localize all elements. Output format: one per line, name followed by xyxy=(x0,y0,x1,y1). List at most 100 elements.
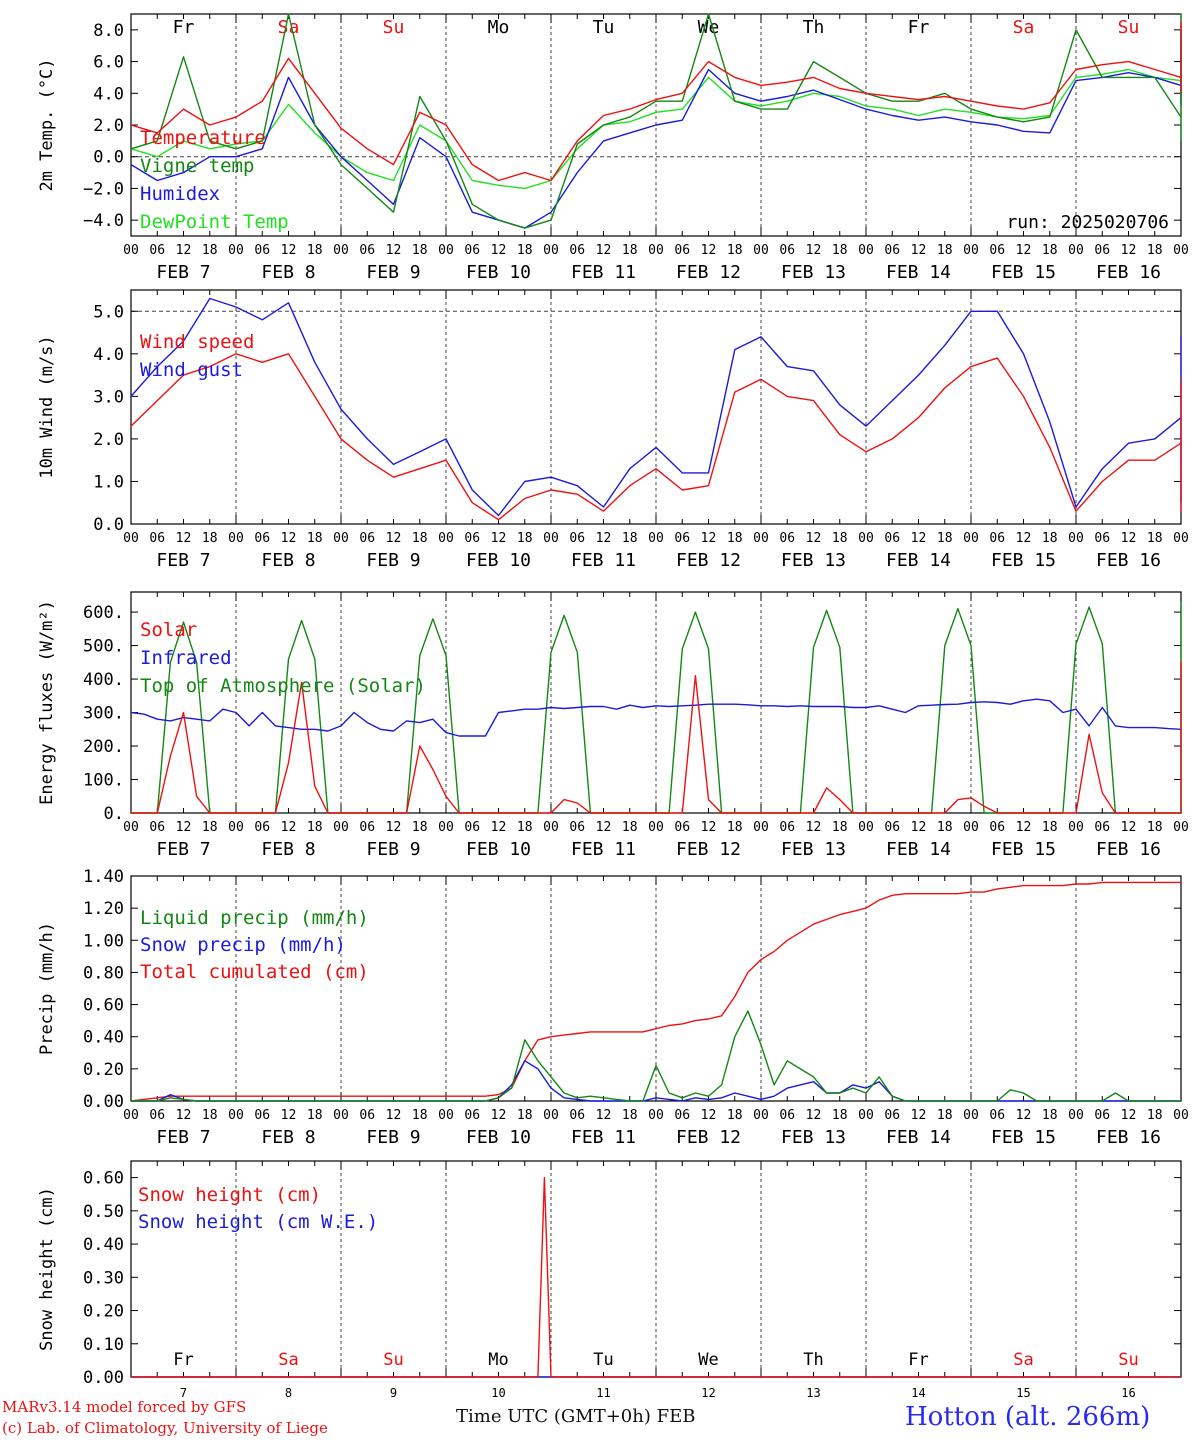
panel5-ytick-label: 0.20 xyxy=(83,1302,124,1322)
panel4-hour-label: 06 xyxy=(359,1108,375,1123)
panel2-hour-label: 06 xyxy=(569,531,585,546)
panel2-hour-label: 06 xyxy=(1094,531,1110,546)
day-number: 13 xyxy=(806,1386,820,1400)
panel3-hour-label: 00 xyxy=(1068,820,1084,835)
panel3-hour-label: 06 xyxy=(989,820,1005,835)
day-name-bottom: Su xyxy=(1118,1350,1138,1370)
day-name-top: Fr xyxy=(173,17,195,38)
panel4-hour-label: 12 xyxy=(281,1108,297,1123)
panel4-hour-label: 12 xyxy=(1016,1108,1032,1123)
panel4-legend-item: Total cumulated (cm) xyxy=(140,961,369,983)
day-name-top: Tu xyxy=(593,17,615,38)
panel2-hour-label: 00 xyxy=(333,531,349,546)
panel2-ytick-label: 5.0 xyxy=(93,302,124,322)
day-number: 11 xyxy=(596,1386,610,1400)
panel4-date-label: FEB 10 xyxy=(466,1127,531,1148)
panel1-hour-label: 18 xyxy=(1042,243,1058,258)
panel3-hour-label: 00 xyxy=(858,820,874,835)
panel3-hour-label: 00 xyxy=(333,820,349,835)
day-name-top: Sa xyxy=(278,17,300,38)
panel2-hour-label: 00 xyxy=(1173,531,1189,546)
panel1-run-annotation: run: 2025020706 xyxy=(1006,212,1169,233)
panel1-hour-label: 18 xyxy=(622,243,638,258)
panel2-ylabel: 10m Wind (m/s) xyxy=(37,335,57,478)
month-label: FEB xyxy=(656,1406,696,1427)
panel1-hour-label: 06 xyxy=(884,243,900,258)
panel2-date-label: FEB 11 xyxy=(571,550,636,571)
panel2-hour-label: 18 xyxy=(307,531,323,546)
panel2-hour-label: 18 xyxy=(832,531,848,546)
panel1-date-label: FEB 14 xyxy=(886,262,951,283)
panel3-hour-label: 12 xyxy=(386,820,402,835)
panel4-hour-label: 12 xyxy=(806,1108,822,1123)
panel1-date-label: FEB 9 xyxy=(366,262,420,283)
panel3-date-label: FEB 16 xyxy=(1096,839,1161,860)
panel3-hour-label: 12 xyxy=(911,820,927,835)
panel3-hour-label: 06 xyxy=(569,820,585,835)
panel4-ytick-label: 0.40 xyxy=(83,1028,124,1048)
panel1-hour-label: 06 xyxy=(1094,243,1110,258)
panel2-ytick-label: 1.0 xyxy=(93,472,124,492)
day-number: 10 xyxy=(491,1386,505,1400)
panel1-legend-item: Humidex xyxy=(140,183,220,205)
panel2-hour-label: 06 xyxy=(149,531,165,546)
panel1-hour-label: 18 xyxy=(202,243,218,258)
panel1-hour-label: 18 xyxy=(1147,243,1163,258)
day-number: 14 xyxy=(911,1386,925,1400)
day-name-top: Th xyxy=(803,17,825,38)
panel1-date-label: FEB 8 xyxy=(261,262,315,283)
panel2-hour-label: 06 xyxy=(989,531,1005,546)
panel1-hour-label: 06 xyxy=(674,243,690,258)
panel3-ytick-label: 300. xyxy=(83,704,124,724)
panel2-hour-label: 18 xyxy=(1147,531,1163,546)
panel1-hour-label: 12 xyxy=(806,243,822,258)
panel2-hour-label: 12 xyxy=(806,531,822,546)
panel3-hour-label: 06 xyxy=(359,820,375,835)
station-name: Hotton (alt. 266m) xyxy=(905,1402,1151,1432)
panel1-hour-label: 06 xyxy=(254,243,270,258)
panel4-hour-label: 00 xyxy=(543,1108,559,1123)
panel3-hour-label: 18 xyxy=(1147,820,1163,835)
day-number: 16 xyxy=(1121,1386,1135,1400)
panel1-legend-item: Vigne temp xyxy=(140,155,254,177)
panel3-date-label: FEB 13 xyxy=(781,839,846,860)
panel2-hour-label: 12 xyxy=(281,531,297,546)
panel2-date-label: FEB 13 xyxy=(781,550,846,571)
panel2-hour-label: 00 xyxy=(1068,531,1084,546)
panel4-legend-item: Snow precip (mm/h) xyxy=(140,934,346,956)
panel1-hour-label: 00 xyxy=(963,243,979,258)
panel3-line-solar xyxy=(131,661,1182,814)
panel3-date-label: FEB 8 xyxy=(261,839,315,860)
panel4-ytick-label: 1.00 xyxy=(83,931,124,951)
panel3-legend-item: Infrared xyxy=(140,647,232,669)
panel3-hour-label: 18 xyxy=(307,820,323,835)
panel1-hour-label: 12 xyxy=(386,243,402,258)
day-name-bottom: Tu xyxy=(593,1350,613,1370)
panel5-ytick-label: 0.30 xyxy=(83,1268,124,1288)
panel4-hour-label: 12 xyxy=(701,1108,717,1123)
panel3-hour-label: 00 xyxy=(543,820,559,835)
panel1-hour-label: 00 xyxy=(228,243,244,258)
panel2-date-label: FEB 8 xyxy=(261,550,315,571)
panel3-date-label: FEB 7 xyxy=(156,839,210,860)
panel4-hour-label: 12 xyxy=(491,1108,507,1123)
panel2-hour-label: 18 xyxy=(727,531,743,546)
panel4-date-label: FEB 12 xyxy=(676,1127,741,1148)
panel5-legend-item: Snow height (cm) xyxy=(138,1184,321,1206)
panel1-hour-label: 12 xyxy=(491,243,507,258)
panel2-hour-label: 12 xyxy=(491,531,507,546)
panel4-hour-label: 00 xyxy=(333,1108,349,1123)
panel2-hour-label: 06 xyxy=(464,531,480,546)
panel1-hour-label: 06 xyxy=(359,243,375,258)
panel2-hour-label: 18 xyxy=(517,531,533,546)
panel4-hour-label: 18 xyxy=(937,1108,953,1123)
panel3-hour-label: 12 xyxy=(1121,820,1137,835)
panel2-hour-label: 06 xyxy=(254,531,270,546)
panel1-hour-label: 12 xyxy=(281,243,297,258)
panel4-hour-label: 18 xyxy=(307,1108,323,1123)
panel1-hour-label: 18 xyxy=(412,243,428,258)
panel1-hour-label: 00 xyxy=(858,243,874,258)
day-name-top: Su xyxy=(1118,17,1140,38)
panel3-hour-label: 18 xyxy=(412,820,428,835)
panel1-hour-label: 18 xyxy=(832,243,848,258)
